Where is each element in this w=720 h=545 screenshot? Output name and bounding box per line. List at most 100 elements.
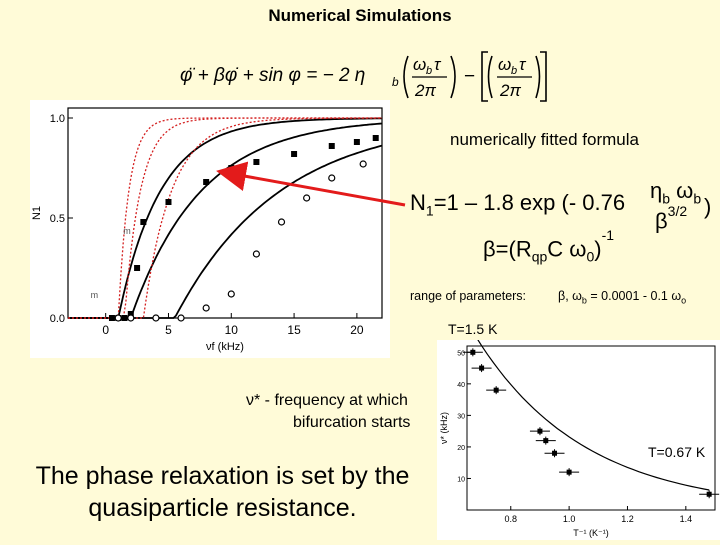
x-axis-label: T⁻¹ (K⁻¹) xyxy=(573,528,609,538)
equation: φ̈ + βφ̇ + sin φ = − 2 η b ω b τ 2π − ω … xyxy=(180,51,547,102)
data-point-circle xyxy=(114,314,122,322)
panel-mark: m xyxy=(91,290,99,300)
formula-beta-sup: 3/2 xyxy=(667,203,688,219)
formula-omega: ω xyxy=(670,178,694,203)
x-tick-label: 0.8 xyxy=(505,514,518,524)
formula-omega-sub: b xyxy=(693,190,702,207)
fit-curve-solid xyxy=(68,117,382,319)
formula-beta: β xyxy=(655,208,668,234)
frac2-num-sub: b xyxy=(511,65,517,77)
y-tick-label: 0.0 xyxy=(50,313,65,325)
data-point-circle xyxy=(227,290,235,298)
nu-star-line-2: bifurcation starts xyxy=(293,414,411,431)
data-point-circle xyxy=(252,250,260,258)
data-point-square xyxy=(493,387,499,393)
frac2-num-tail: τ xyxy=(519,55,527,74)
data-point-circle xyxy=(177,314,185,322)
range-value: β, ωb = 0.0001 - 0.1 ωo xyxy=(558,289,686,306)
data-point-square xyxy=(566,469,572,475)
equation-lhs: φ̈ + βφ̇ + sin φ = − 2 η xyxy=(180,65,365,86)
y-axis-label: N1 xyxy=(31,206,43,220)
data-point-circle xyxy=(127,314,135,322)
x-tick-label: 10 xyxy=(225,323,239,337)
x-tick-label: 20 xyxy=(350,323,364,337)
temperature-label-1: T=1.5 K xyxy=(448,321,498,337)
data-point-square xyxy=(291,151,298,157)
plot-frame xyxy=(466,345,716,511)
x-tick-label: 1.2 xyxy=(621,514,634,524)
fit-curve-dotted xyxy=(68,117,382,319)
y-tick-label: 0.5 xyxy=(50,213,65,225)
data-point-square xyxy=(706,491,712,497)
y-tick-label: 1.0 xyxy=(50,113,65,125)
beta-definition: β=(RqpC ω0)-1 xyxy=(483,227,614,265)
nu-star-chart-svg: 0.8 1.0 1.2 1.4 10 20 30 40 50 T⁻¹ (K⁻¹) ν* (kHz) xyxy=(439,336,720,538)
plot-frame xyxy=(67,107,383,319)
fitted-formula-label: numerically fitted formula xyxy=(450,130,639,149)
n1-vs-frequency-plot: 0 5 10 15 20 0.0 0.5 1.0 νf (kHz) N1 m m xyxy=(30,100,390,358)
n1-chart-svg: 0 5 10 15 20 0.0 0.5 1.0 νf (kHz) N1 m m xyxy=(31,107,383,353)
nu-star-description: ν* - frequency at which bifurcation star… xyxy=(246,390,423,434)
x-tick-label: 15 xyxy=(287,323,301,337)
data-point-circle xyxy=(152,314,160,322)
data-point-square xyxy=(353,139,360,145)
range-value-head: β, ω xyxy=(558,289,582,303)
data-point-square xyxy=(108,315,115,321)
beta-sub-0: 0 xyxy=(586,248,595,265)
data-point-square xyxy=(470,349,476,355)
fit-curve xyxy=(475,336,710,491)
beta-lhs: β=(R xyxy=(483,236,532,262)
formula-n-sub: 1 xyxy=(425,202,434,219)
data-point-circle xyxy=(303,194,311,202)
data-point-square xyxy=(372,135,379,141)
equation-minus: − xyxy=(464,66,475,87)
formula-n: N xyxy=(410,190,426,215)
data-point-square xyxy=(165,199,172,205)
y-tick-label: 30 xyxy=(457,413,465,420)
nu-star-vs-inverse-t-plot: 0.8 1.0 1.2 1.4 10 20 30 40 50 T⁻¹ (K⁻¹) ν* (kHz) xyxy=(437,336,720,540)
formula-eta-sub: b xyxy=(662,190,671,207)
equation-lhs-sub: b xyxy=(392,75,399,89)
data-point-square xyxy=(328,143,335,149)
conclusion-line-1: The phase relaxation is set by the xyxy=(35,462,410,490)
data-point-square xyxy=(140,219,147,225)
data-point-square xyxy=(121,315,128,321)
range-value-sub2: o xyxy=(681,295,687,306)
data-point-circle xyxy=(277,218,286,226)
data-point-square xyxy=(543,438,549,444)
formula-close: ) xyxy=(704,194,712,219)
x-tick-label: 1.4 xyxy=(680,514,693,524)
data-point-square xyxy=(134,265,141,271)
data-point-circle xyxy=(359,160,367,168)
data-point-square xyxy=(228,165,235,171)
y-tick-label: 20 xyxy=(457,445,465,452)
conclusion-text: The phase relaxation is set by the quasi… xyxy=(20,460,425,524)
beta-rhs: ) xyxy=(594,236,602,262)
formula-body: =1 – 1.8 exp (- 0.76 xyxy=(433,190,626,215)
data-point-square xyxy=(127,311,134,317)
data-point-circle xyxy=(202,304,210,312)
fit-formula: N1=1 – 1.8 exp (- 0.76 xyxy=(410,190,625,218)
slide-title: Numerical Simulations xyxy=(268,6,452,25)
frac2-num: ω xyxy=(498,55,511,74)
data-point-circle xyxy=(328,174,336,182)
data-point-square xyxy=(537,428,543,434)
range-value-tail: = 0.0001 - 0.1 ω xyxy=(586,289,682,303)
data-point-square xyxy=(203,179,210,185)
frac2-den: 2π xyxy=(499,81,521,100)
y-axis-label: ν* (kHz) xyxy=(439,412,449,444)
range-value-sub: b xyxy=(581,295,587,306)
frac1-den: 2π xyxy=(414,81,436,100)
x-tick-label: 0 xyxy=(102,323,109,337)
frac1-num-sub: b xyxy=(426,65,432,77)
data-point-square xyxy=(552,450,558,456)
x-tick-label: 1.0 xyxy=(563,514,576,524)
formula-eta: η xyxy=(650,178,663,203)
fit-curve-solid xyxy=(68,122,383,319)
beta-sup: -1 xyxy=(601,227,615,243)
x-axis-label: νf (kHz) xyxy=(206,341,244,353)
x-tick-label: 5 xyxy=(165,323,172,337)
formula-frac-num: ηb ωb xyxy=(650,178,701,206)
fit-curve-dotted xyxy=(68,117,382,319)
nu-star-line-1: ν* - frequency at which xyxy=(246,392,408,409)
